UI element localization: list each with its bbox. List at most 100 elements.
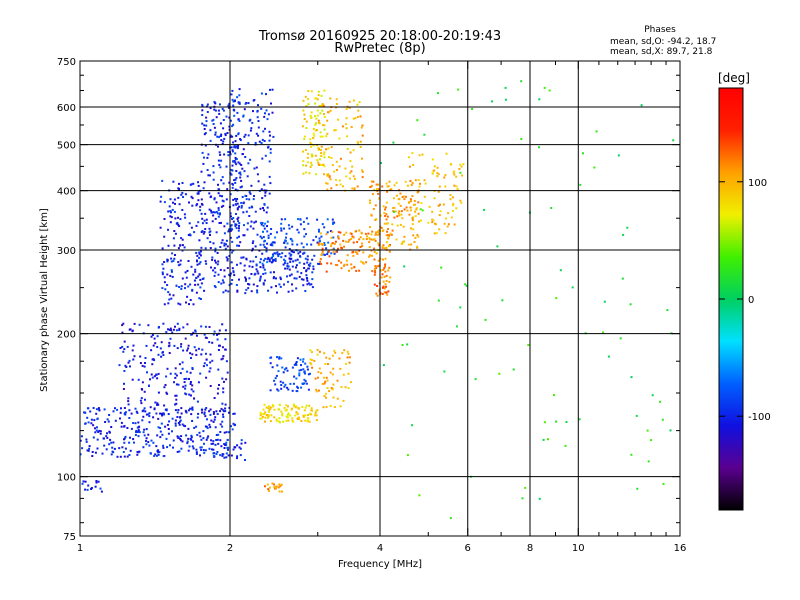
data-point [209, 361, 212, 364]
data-point [103, 408, 106, 411]
data-point [249, 260, 252, 263]
data-point [219, 410, 222, 413]
data-point [262, 264, 265, 267]
data-point [267, 415, 270, 418]
data-point [209, 241, 212, 243]
data-point [278, 490, 281, 493]
data-point [629, 303, 632, 306]
data-point [211, 359, 214, 362]
data-point [213, 108, 216, 111]
data-point [249, 129, 252, 132]
data-point [362, 262, 365, 265]
data-point [317, 161, 320, 164]
colorbar-tick-label: 100 [748, 178, 767, 189]
data-point [213, 274, 216, 277]
data-point [184, 384, 187, 387]
data-point [265, 414, 268, 416]
data-point [104, 421, 107, 423]
data-point [414, 236, 417, 239]
data-point [279, 276, 282, 279]
data-point [124, 435, 127, 438]
data-point [347, 372, 350, 375]
data-point [376, 285, 379, 287]
data-point [236, 289, 239, 292]
data-point [261, 222, 264, 224]
data-point [348, 100, 351, 103]
data-point [225, 239, 228, 242]
data-point [411, 195, 414, 198]
data-point [119, 411, 122, 414]
data-point [294, 414, 297, 417]
data-point [236, 263, 238, 266]
data-point [201, 411, 203, 414]
data-point [122, 322, 125, 325]
data-point [106, 432, 108, 435]
data-point [192, 331, 195, 334]
data-point [233, 114, 236, 117]
data-point [236, 202, 239, 205]
data-point [238, 88, 241, 91]
data-point [345, 117, 348, 120]
data-point [197, 199, 200, 202]
data-point [174, 325, 176, 328]
y-tick-label: 750 [57, 57, 76, 68]
data-point [228, 116, 231, 119]
data-point [85, 438, 88, 441]
data-point [325, 247, 328, 250]
data-point [389, 244, 391, 246]
data-point [402, 195, 405, 198]
data-point [213, 211, 216, 214]
data-point [200, 212, 203, 215]
data-point [231, 164, 234, 167]
data-point [400, 210, 403, 213]
data-point [170, 329, 173, 332]
data-point [323, 382, 326, 385]
data-point [169, 337, 172, 340]
data-point [369, 238, 371, 241]
data-point [141, 381, 144, 384]
data-point [345, 127, 348, 130]
data-point [84, 488, 87, 491]
data-point [217, 215, 220, 218]
data-point [410, 243, 413, 246]
data-point [291, 366, 294, 369]
data-point [159, 226, 162, 229]
data-point [306, 243, 308, 246]
data-point [447, 212, 450, 215]
data-point [281, 412, 284, 415]
data-point [221, 402, 224, 405]
data-point [304, 380, 307, 383]
data-point [175, 374, 178, 377]
data-point [340, 267, 343, 270]
data-point [239, 138, 242, 140]
data-point [318, 148, 320, 150]
data-point [358, 249, 361, 252]
data-point [267, 234, 270, 237]
data-point [201, 103, 204, 106]
data-point [376, 294, 379, 297]
data-point [304, 414, 307, 417]
data-point [458, 168, 461, 170]
data-point [205, 376, 208, 379]
data-point [229, 236, 232, 239]
data-point [464, 283, 467, 286]
data-point [171, 331, 174, 334]
data-point [279, 485, 282, 488]
data-point [136, 426, 139, 429]
data-point [327, 241, 330, 244]
data-point [182, 326, 185, 329]
data-point [90, 487, 93, 489]
data-point [304, 290, 307, 292]
data-point [284, 267, 287, 270]
data-point [172, 201, 174, 204]
data-point [302, 150, 304, 153]
data-point [419, 182, 421, 185]
data-point [180, 343, 183, 346]
data-point [338, 179, 341, 182]
data-point [188, 393, 191, 396]
data-point [186, 269, 189, 272]
data-point [230, 146, 233, 149]
data-point [411, 424, 414, 427]
data-point [313, 359, 316, 362]
